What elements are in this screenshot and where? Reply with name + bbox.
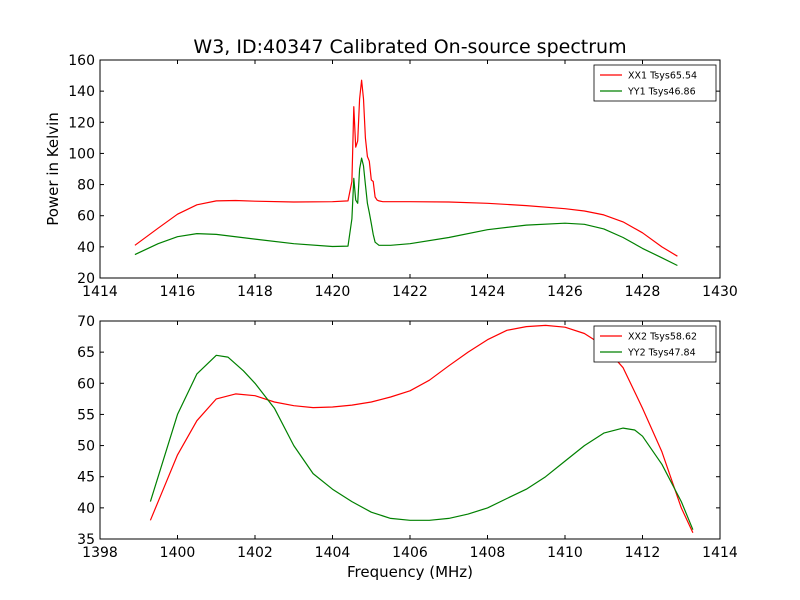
y-tick-label: 100 [68,146,95,162]
legend-label: YY1 Tsys46.86 [627,87,696,98]
series-line-2-2 [149,354,694,530]
x-tick-label: 1402 [237,545,273,561]
legend-label: XX1 Tsys65.54 [628,71,697,82]
top-panel: 1414 1416 1418 1420 1422 1424 1426 1428 1430 20 40… [68,53,738,300]
y-tick-label: 120 [68,115,95,131]
x-tick-label: 1416 [160,284,196,300]
y-axis-label: Power in Kelvin [44,112,62,226]
series-line-1-2 [134,157,678,267]
y-tick-label: 40 [77,501,95,517]
y-tick-label: 40 [77,240,95,256]
y-tick-label: 60 [77,209,95,225]
legend-box [593,64,717,102]
bottom-panel: 1398 1400 1402 1404 1406 1408 1410 1412 1414 35 40… [77,314,738,561]
series-line-1-1 [134,79,678,257]
x-tick-label: 1414 [702,545,738,561]
y-tick-label: 70 [77,314,95,330]
x-tick-label: 1410 [547,545,583,561]
x-tick-label: 1422 [392,284,428,300]
x-tick-label: 1400 [160,545,196,561]
y-tick-label: 60 [77,376,95,392]
x-tick-label: 1414 [82,284,118,300]
legend-box [593,325,717,363]
x-tick-label: 1408 [470,545,506,561]
x-axis-label: Frequency (MHz) [347,563,473,581]
legend-label: XX2 Tsys58.62 [628,332,697,343]
x-tick-label: 1420 [315,284,351,300]
y-tick-label: 20 [77,271,95,287]
y-tick-label: 45 [77,470,95,486]
x-tick-label: 1424 [470,284,506,300]
legend-label: YY2 Tsys47.84 [627,348,696,359]
x-tick-label: 1406 [392,545,428,561]
y-tick-label: 140 [68,84,95,100]
x-tick-label: 1398 [82,545,118,561]
y-tick-label: 65 [77,345,95,361]
x-tick-label: 1404 [315,545,351,561]
x-tick-label: 1412 [625,545,661,561]
x-tick-label: 1418 [237,284,273,300]
y-tick-label: 160 [68,53,95,69]
y-tick-label: 80 [77,178,95,194]
x-tick-label: 1426 [547,284,583,300]
figure-title: W3, ID:40347 Calibrated On-source spectr… [193,36,626,58]
y-tick-label: 35 [77,532,95,548]
x-tick-label: 1428 [625,284,661,300]
y-tick-label: 55 [77,407,95,423]
y-tick-label: 50 [77,439,95,455]
x-tick-label: 1430 [702,284,738,300]
